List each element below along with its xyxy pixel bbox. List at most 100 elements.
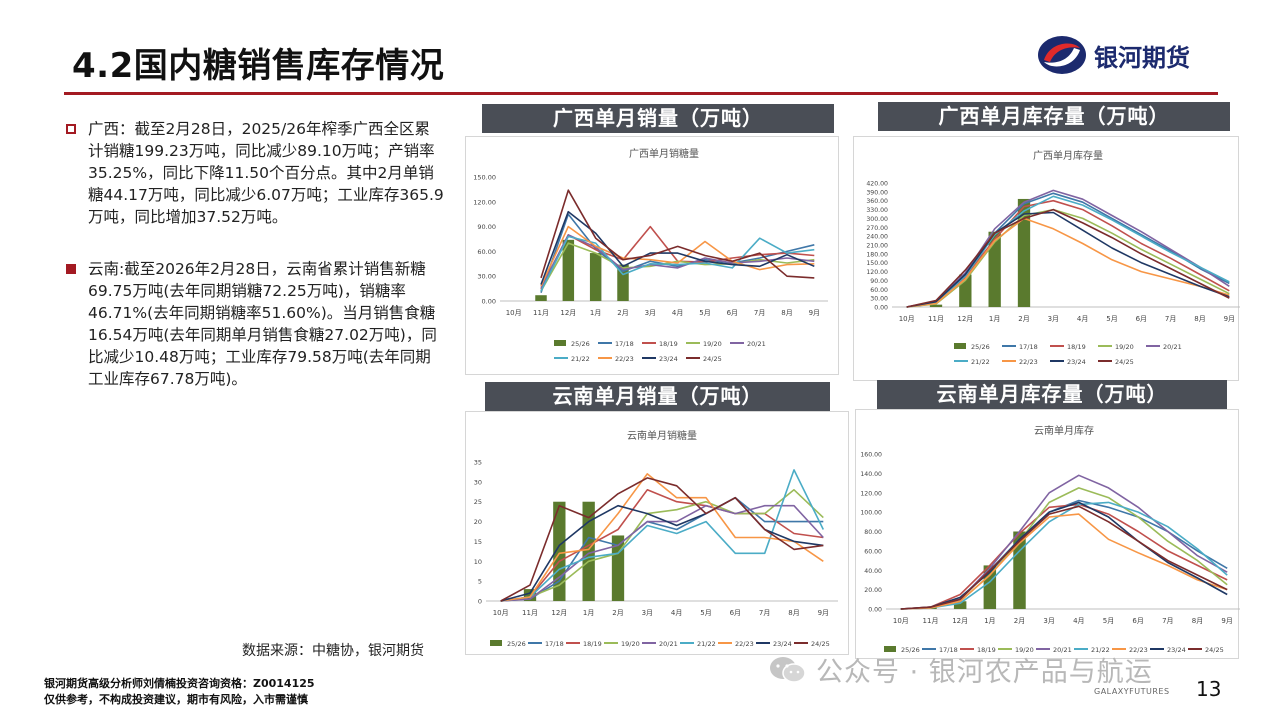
legend-label-18/19: 18/19: [1067, 343, 1086, 351]
y-tick-label: 300.00: [866, 216, 888, 223]
bullet-text: 广西：截至2月28日，2025/26年榨季广西全区累计销糖199.23万吨，同比…: [88, 120, 444, 226]
series-line-21/22: [906, 195, 1230, 308]
x-tick-label: 8月: [781, 309, 792, 317]
bar-1月: [589, 253, 602, 301]
x-tick-label: 7月: [754, 309, 765, 317]
legend-swatch-25/26: [884, 646, 896, 652]
y-tick-label: 100.00: [860, 510, 882, 517]
bullet-text: 云南:截至2026年2月28日，云南省累计销售新糖69.75万吨(去年同期销糖7…: [88, 260, 437, 388]
y-tick-label: 25: [474, 498, 482, 506]
y-tick-label: 120.00: [473, 198, 496, 206]
legend-label-22/23: 22/23: [615, 355, 634, 363]
bar-2月: [617, 264, 629, 301]
legend-label-17/18: 17/18: [545, 640, 564, 648]
y-tick-label: 120.00: [860, 490, 882, 497]
series-line-23/24: [540, 210, 815, 285]
x-tick-label: 4月: [672, 309, 683, 317]
x-tick-label: 9月: [818, 609, 829, 617]
legend-label-21/22: 21/22: [971, 358, 990, 366]
bar-2月: [611, 535, 625, 601]
legend-label-19/20: 19/20: [1015, 646, 1034, 654]
x-tick-label: 5月: [700, 609, 711, 617]
legend-label-24/25: 24/25: [1205, 646, 1224, 654]
chart-title: 云南单月库存: [1034, 424, 1094, 437]
legend-label-19/20: 19/20: [1115, 343, 1134, 351]
x-tick-label: 6月: [1132, 617, 1143, 625]
x-tick-label: 10月: [506, 309, 522, 317]
panel-header-gx-stock: 广西单月库存量（万吨）: [878, 102, 1230, 131]
legend-label-25/26: 25/26: [571, 340, 590, 348]
bullet-yunnan: 云南:截至2026年2月28日，云南省累计销售新糖69.75万吨(去年同期销糖7…: [64, 258, 444, 390]
x-tick-label: 2月: [1018, 315, 1029, 323]
legend-label-23/24: 23/24: [1067, 358, 1086, 366]
legend-label-23/24: 23/24: [773, 640, 792, 648]
x-tick-label: 12月: [560, 309, 576, 317]
series-line-23/24: [900, 501, 1228, 610]
page-title: 4.2国内糖销售库存情况: [72, 46, 445, 86]
y-tick-label: 160.00: [860, 452, 882, 459]
y-tick-label: 0.00: [482, 298, 496, 306]
legend-label-17/18: 17/18: [939, 646, 958, 654]
y-tick-label: 60.00: [477, 248, 496, 256]
panel-header-yn-sales: 云南单月销量（万吨）: [485, 382, 830, 411]
series-line-17/18: [500, 496, 824, 602]
series-line-23/24: [500, 496, 824, 602]
chart-gx-stock-svg: 广西单月库存量 0.00 30.00 60.00 90.00 120.00 150.00 18…: [866, 149, 1240, 366]
y-tick-label: 270.00: [866, 225, 888, 232]
x-tick-label: 11月: [533, 309, 549, 317]
x-tick-label: 1月: [583, 609, 594, 617]
bar-2月: [1017, 198, 1031, 307]
x-tick-label: 1月: [984, 617, 995, 625]
x-tick-label: 5月: [1103, 617, 1114, 625]
x-tick-label: 8月: [1192, 617, 1203, 625]
x-tick-label: 2月: [612, 609, 623, 617]
series-line-18/19: [900, 503, 1228, 610]
x-tick-label: 3月: [1048, 315, 1059, 323]
legend-label-20/21: 20/21: [1163, 343, 1182, 351]
footer-disclaimer: 银河期货高级分析师刘倩楠投资咨询资格：Z0014125 仅供参考，不构成投资建议…: [44, 676, 315, 708]
page-number: 13: [1196, 677, 1222, 701]
x-tick-label: 10月: [893, 617, 909, 625]
series-line-21/22: [500, 469, 825, 602]
x-tick-label: 7月: [1162, 617, 1173, 625]
legend-label-23/24: 23/24: [1167, 646, 1186, 654]
series-line-22/23: [540, 225, 815, 287]
x-tick-label: 11月: [522, 609, 538, 617]
legend-label-18/19: 18/19: [659, 340, 678, 348]
bar-11月: [535, 295, 547, 301]
y-tick-label: 390.00: [866, 189, 888, 196]
y-tick-label: 150.00: [473, 174, 496, 182]
bar-11月: [929, 304, 943, 307]
legend-label-18/19: 18/19: [583, 640, 602, 648]
x-tick-label: 12月: [957, 315, 973, 323]
footer-line-2: 仅供参考，不构成投资建议，期市有风险，入市需谨慎: [44, 693, 308, 706]
watermark-text: 公众号 · 银河农产品与航运: [816, 657, 1153, 688]
y-tick-label: 420.00: [866, 181, 888, 188]
legend-label-20/21: 20/21: [659, 640, 678, 648]
y-tick-label: 150.00: [866, 260, 888, 267]
bar-1月: [582, 501, 595, 601]
legend-swatch-25/26: [554, 340, 566, 346]
y-tick-label: 210.00: [866, 243, 888, 250]
y-tick-label: 20: [474, 518, 482, 526]
x-tick-label: 9月: [1224, 315, 1235, 323]
legend-label-21/22: 21/22: [697, 640, 716, 648]
data-source: 数据来源：中糖协，银河期货: [242, 643, 424, 659]
x-tick-label: 6月: [730, 609, 741, 617]
chart-title: 云南单月销糖量: [627, 429, 697, 442]
y-tick-label: 120.00: [866, 269, 888, 276]
x-tick-label: 7月: [1165, 315, 1176, 323]
series-line-19/20: [906, 208, 1230, 308]
legend-label-25/26: 25/26: [971, 343, 990, 351]
footer-line-1: 银河期货高级分析师刘倩楠投资咨询资格：Z0014125: [44, 677, 315, 690]
solid-square-bullet-icon: [66, 264, 76, 274]
legend-label-24/25: 24/25: [703, 355, 722, 363]
series-line-23/24: [906, 211, 1230, 308]
y-tick-label: 40.00: [864, 568, 882, 575]
y-tick-label: 60.00: [864, 548, 882, 555]
y-tick-label: 0.00: [868, 607, 882, 614]
chart-gx-stock: 广西单月库存量 0.00 30.00 60.00 90.00 120.00 150.00 18…: [853, 136, 1240, 381]
series-line-20/21: [906, 189, 1230, 308]
legend-label-21/22: 21/22: [571, 355, 590, 363]
x-tick-label: 5月: [699, 309, 710, 317]
